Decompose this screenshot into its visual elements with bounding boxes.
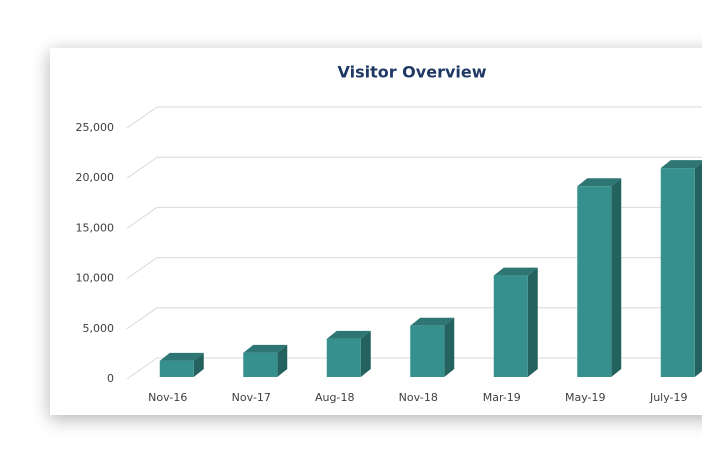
grid-line xyxy=(126,257,702,280)
x-tick-label: Nov-18 xyxy=(399,391,438,404)
y-tick-label: 0 xyxy=(107,372,114,385)
bar-face xyxy=(326,330,371,339)
bar xyxy=(243,344,288,377)
grid-line xyxy=(126,106,702,129)
bar xyxy=(159,352,204,377)
x-tick-label: July-19 xyxy=(649,391,688,404)
bar-face xyxy=(493,275,528,377)
bar-face xyxy=(159,360,194,377)
bar-face xyxy=(243,352,278,377)
bar-face xyxy=(527,267,538,377)
x-tick-label: Nov-17 xyxy=(232,391,271,404)
bar xyxy=(493,267,538,377)
bar-face xyxy=(243,344,288,353)
grid-line xyxy=(126,206,702,229)
bar-face xyxy=(193,352,204,377)
bar-face xyxy=(410,325,445,377)
bar-face xyxy=(577,186,612,377)
y-tick-label: 10,000 xyxy=(76,272,115,285)
bar xyxy=(326,330,371,377)
y-tick-label: 5,000 xyxy=(83,322,115,335)
bar xyxy=(660,160,702,377)
bar-face xyxy=(611,178,622,377)
y-tick-label: 25,000 xyxy=(76,121,115,134)
bar xyxy=(410,317,455,377)
chart-title: Visitor Overview xyxy=(337,63,486,82)
x-tick-label: Nov-16 xyxy=(148,391,187,404)
bar-face xyxy=(277,344,288,377)
bar-face xyxy=(660,168,695,377)
grid-line xyxy=(126,156,702,179)
bar-face xyxy=(493,267,538,276)
x-tick-label: May-19 xyxy=(565,391,606,404)
bar xyxy=(577,178,622,377)
bar-face xyxy=(444,317,455,377)
y-tick-label: 20,000 xyxy=(76,171,115,184)
y-tick-label: 15,000 xyxy=(76,221,115,234)
bar-face xyxy=(694,162,702,377)
bar-face xyxy=(660,160,702,169)
bar-face xyxy=(577,178,622,187)
x-tick-label: Aug-18 xyxy=(315,391,354,404)
bar-face xyxy=(159,352,204,361)
x-tick-label: Mar-19 xyxy=(483,391,521,404)
bar-face xyxy=(410,317,455,326)
bar-face xyxy=(326,338,361,377)
bar-face xyxy=(360,330,371,377)
